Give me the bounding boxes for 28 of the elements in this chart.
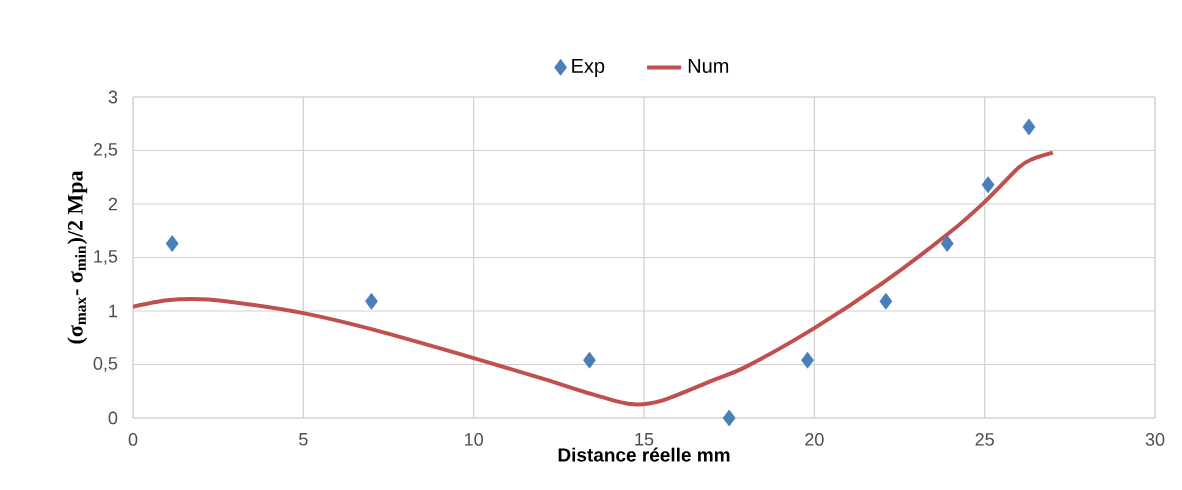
x-tick-label: 10 bbox=[465, 433, 483, 446]
legend-label: Num bbox=[688, 58, 729, 73]
x-tick-label: 25 bbox=[975, 433, 994, 446]
y-tick-label: 1 bbox=[109, 304, 118, 318]
point bbox=[879, 292, 893, 310]
y-tick-label: 0 bbox=[108, 411, 118, 425]
y-tick-label: 3 bbox=[108, 90, 118, 104]
x-tick-label: 15 bbox=[635, 433, 654, 446]
point bbox=[940, 235, 954, 252]
point bbox=[365, 292, 378, 310]
x-axis-title: Distance réelle mm bbox=[558, 447, 730, 462]
point bbox=[981, 176, 995, 194]
point bbox=[1022, 118, 1036, 136]
y-tick-label: 0,5 bbox=[93, 357, 118, 372]
x-tick-label: 30 bbox=[1145, 433, 1165, 446]
y-tick-label: 2,5 bbox=[93, 143, 118, 158]
y-tick-label: 2 bbox=[108, 197, 118, 211]
x-tick-label: 20 bbox=[805, 433, 824, 446]
point bbox=[801, 351, 814, 369]
x-tick-label: 5 bbox=[299, 433, 308, 446]
point bbox=[165, 235, 179, 252]
y-tick-label: 1,5 bbox=[94, 250, 118, 265]
y-axis-title: (σ$_{max}$- σ$_{min}$)/2 Mpa bbox=[67, 170, 88, 344]
point bbox=[722, 409, 736, 427]
legend-label: Exp bbox=[572, 58, 605, 77]
x-tick-label: 0 bbox=[128, 433, 138, 446]
point bbox=[583, 351, 596, 369]
line-series bbox=[133, 150, 1055, 407]
